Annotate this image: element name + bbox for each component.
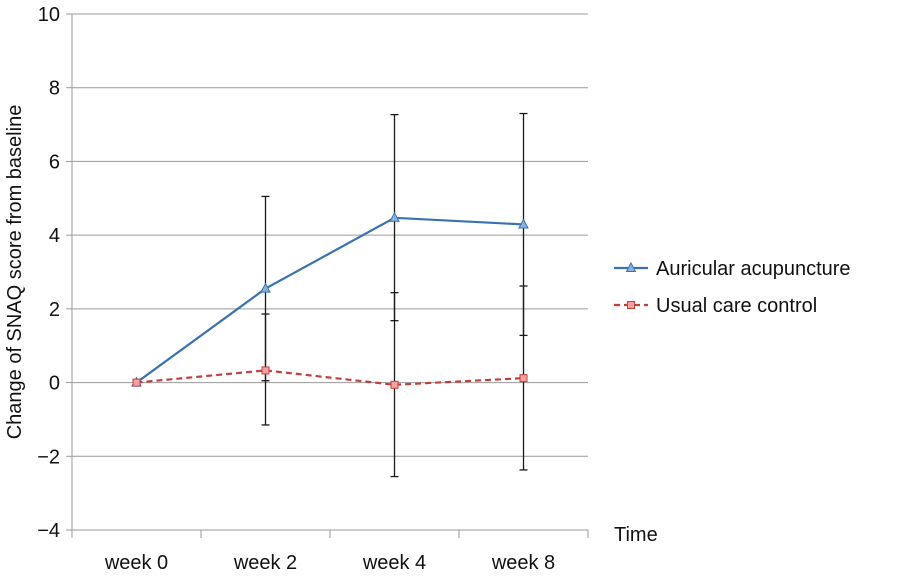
data-point [132,378,141,387]
y-tick-label: −4 [37,520,60,542]
data-point [389,211,400,222]
series-line-0 [135,216,524,384]
x-tick-label: week 0 [104,552,168,574]
y-tick-label: 0 [49,373,60,395]
x-tick-label: week 4 [362,552,426,574]
data-point [518,218,529,229]
error-bars [261,112,528,478]
y-tick-label: 4 [49,225,60,247]
x-tick-labels: week 0 week 2 week 4 week 8 [104,552,555,574]
legend-marker [625,261,637,272]
series-lines [135,216,524,386]
x-tick-label: week 2 [233,552,297,574]
data-point [390,380,399,389]
data-point [261,366,270,375]
y-tick-label: −2 [37,446,60,468]
y-tick-label: 6 [49,151,60,173]
legend-label: Auricular acupuncture [656,258,851,280]
legend-label: Usual care control [656,295,817,317]
legend-marker [627,301,635,309]
axes [66,13,589,538]
y-axis-title: Change of SNAQ score from baseline [4,105,26,440]
x-axis-title: Time [614,524,658,546]
y-tick-labels: −4 −2 0 2 4 6 8 10 [37,4,60,542]
y-tick-label: 8 [49,78,60,100]
series-line-1 [136,369,524,386]
y-tick-label: 10 [38,4,60,26]
series-markers [131,211,529,389]
legend: Auricular acupuncture Usual care control [614,258,851,317]
gridlines [72,13,588,457]
data-point [519,374,528,383]
x-tick-label: week 8 [491,552,555,574]
y-tick-label: 2 [49,299,60,321]
data-point [260,282,271,293]
